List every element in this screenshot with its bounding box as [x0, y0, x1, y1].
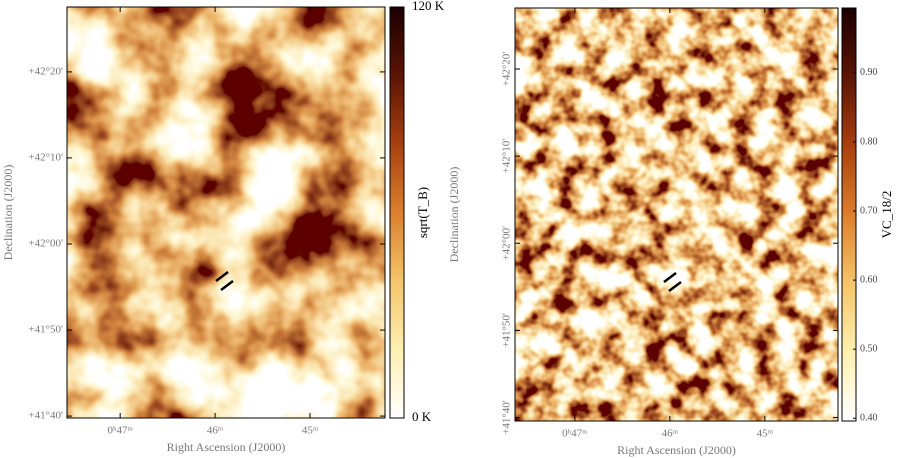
y-tick-label: +42°20'	[28, 65, 63, 77]
y-axis-label: Declination (J2000)	[447, 167, 461, 263]
frame	[66, 6, 386, 419]
colorbar-label: VC_18/2	[879, 191, 894, 239]
image	[67, 7, 385, 418]
marker	[663, 272, 677, 283]
y-tick-label: +41°50'	[28, 324, 63, 336]
x-tick-label: 46ᵐ	[207, 425, 224, 437]
colorbar-tick-label: 0.70	[860, 205, 878, 216]
colorbar-tick-label: 0.50	[860, 343, 878, 354]
y-tick-label: +42°00'	[501, 226, 513, 261]
x-tick-label: 45ᵐ	[757, 428, 774, 440]
image	[515, 8, 838, 421]
colorbar	[389, 6, 405, 419]
y-tick-label: +41°40'	[501, 400, 513, 435]
x-tick-label: 0ʰ47ᵐ	[562, 428, 588, 440]
y-tick-label: +41°40'	[28, 410, 63, 422]
y-tick-label: +42°10'	[28, 151, 63, 163]
colorbar	[841, 7, 857, 422]
marker	[668, 281, 682, 292]
y-tick-label: +42°10'	[501, 139, 513, 174]
marker	[220, 280, 234, 291]
x-axis-label: Right Ascension (J2000)	[617, 443, 736, 457]
x-axis-label: Right Ascension (J2000)	[167, 440, 286, 454]
y-axis-label: Declination (J2000)	[1, 165, 15, 261]
colorbar-tick-label: 0 K	[412, 409, 432, 424]
colorbar-tick-label: 0.40	[860, 413, 878, 424]
x-tick-label: 45ᵐ	[302, 425, 319, 437]
colorbar-tick-label: 0.90	[860, 67, 878, 78]
colorbar-tick-label: 0.60	[860, 274, 878, 285]
frame	[514, 7, 839, 422]
y-tick-label: +42°20'	[501, 52, 513, 87]
marker	[215, 271, 229, 282]
y-tick-label: +41°50'	[501, 313, 513, 348]
colorbar-tick-label: 120 K	[412, 0, 445, 13]
colorbar-tick-label: 0.80	[860, 136, 878, 147]
x-tick-label: 0ʰ47ᵐ	[107, 425, 133, 437]
colorbar-label: sqrt(T_B)	[415, 187, 430, 238]
x-tick-label: 46ᵐ	[662, 428, 679, 440]
y-tick-label: +42°00'	[28, 238, 63, 250]
